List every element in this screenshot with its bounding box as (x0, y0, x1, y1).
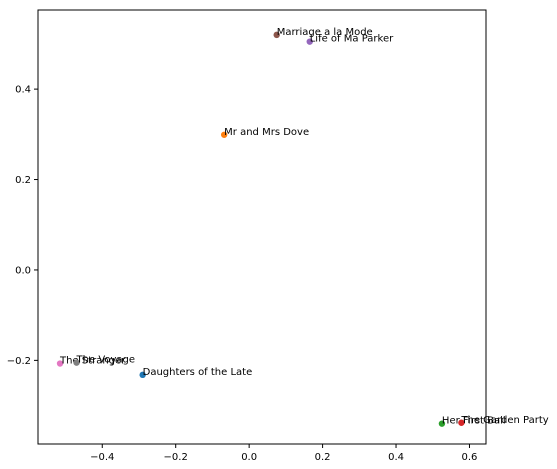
point-label: Marriage a la Mode (277, 27, 373, 38)
point-label: Mr and Mrs Dove (224, 127, 309, 138)
point-label: The Voyage (76, 355, 136, 366)
x-tick-label: 0.6 (462, 452, 478, 463)
x-tick-label: −0.4 (90, 452, 114, 463)
point-label: Daughters of the Late (143, 367, 253, 378)
point-label: Life of Ma Parker (310, 34, 394, 45)
x-tick-label: 0.0 (241, 452, 257, 463)
plot-frame (37, 9, 487, 445)
data-point (139, 371, 146, 379)
x-tick-label: 0.4 (388, 452, 404, 463)
y-tick-label: 0.4 (15, 85, 31, 96)
y-tick-label: −0.2 (7, 356, 31, 367)
point-label: The Stranger (59, 356, 126, 367)
point-label: Her First Ball (442, 416, 506, 427)
x-axis: −0.4 −0.2 0.0 0.2 0.4 0.6 (90, 444, 477, 463)
data-point (220, 131, 228, 138)
x-tick-label: −0.2 (164, 452, 188, 463)
y-tick-label: 0.2 (15, 175, 31, 186)
point-label: The Garden Party (460, 415, 548, 426)
y-tick-label: 0.0 (15, 265, 31, 276)
plot-area (37, 9, 487, 445)
data-point (56, 360, 64, 367)
points-layer: Daughters of the Late Mr and Mrs Dove Her … (56, 27, 549, 427)
y-axis: −0.2 0.0 0.2 0.4 (7, 85, 38, 367)
x-tick-label: 0.2 (315, 452, 331, 463)
data-point (306, 38, 313, 45)
data-point (273, 31, 280, 39)
data-point (73, 359, 80, 366)
data-point (438, 420, 446, 427)
data-point (458, 419, 465, 426)
